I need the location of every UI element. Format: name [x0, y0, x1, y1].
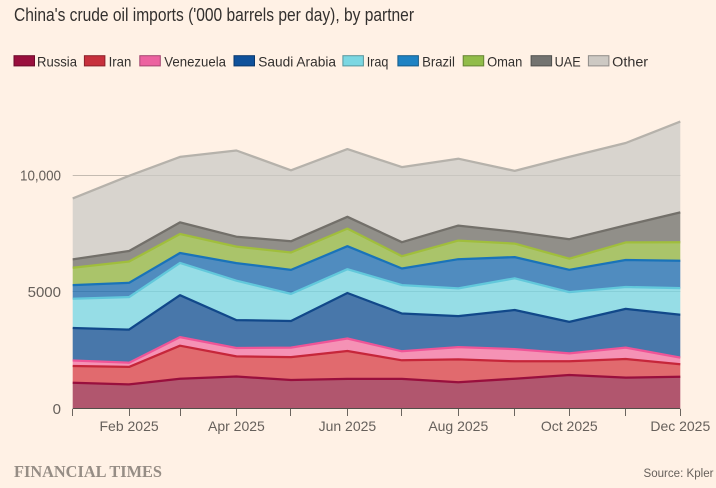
svg-text:Apr 2025: Apr 2025: [208, 418, 265, 434]
svg-text:Iran: Iran: [109, 55, 132, 70]
svg-text:Saudi Arabia: Saudi Arabia: [258, 55, 336, 70]
svg-text:Oct 2025: Oct 2025: [541, 418, 598, 434]
svg-text:0: 0: [53, 401, 61, 418]
svg-text:FINANCIAL TIMES: FINANCIAL TIMES: [14, 462, 162, 481]
svg-text:10,000: 10,000: [20, 168, 61, 185]
svg-text:UAE: UAE: [555, 55, 581, 70]
svg-text:Venezuela: Venezuela: [164, 55, 226, 70]
svg-text:Oman: Oman: [487, 55, 522, 70]
svg-text:Other: Other: [612, 55, 648, 70]
svg-text:Jun 2025: Jun 2025: [319, 418, 377, 434]
svg-text:Source: Kpler: Source: Kpler: [644, 466, 714, 480]
svg-text:Iraq: Iraq: [367, 55, 389, 70]
svg-text:Russia: Russia: [37, 55, 77, 70]
svg-text:Dec 2025: Dec 2025: [650, 418, 710, 434]
svg-text:Aug 2025: Aug 2025: [428, 418, 488, 434]
svg-text:5000: 5000: [28, 284, 61, 301]
svg-text:Brazil: Brazil: [422, 55, 455, 70]
svg-text:Feb 2025: Feb 2025: [100, 418, 159, 434]
svg-text:China's crude oil imports ('00: China's crude oil imports ('000 barrels …: [14, 5, 414, 25]
